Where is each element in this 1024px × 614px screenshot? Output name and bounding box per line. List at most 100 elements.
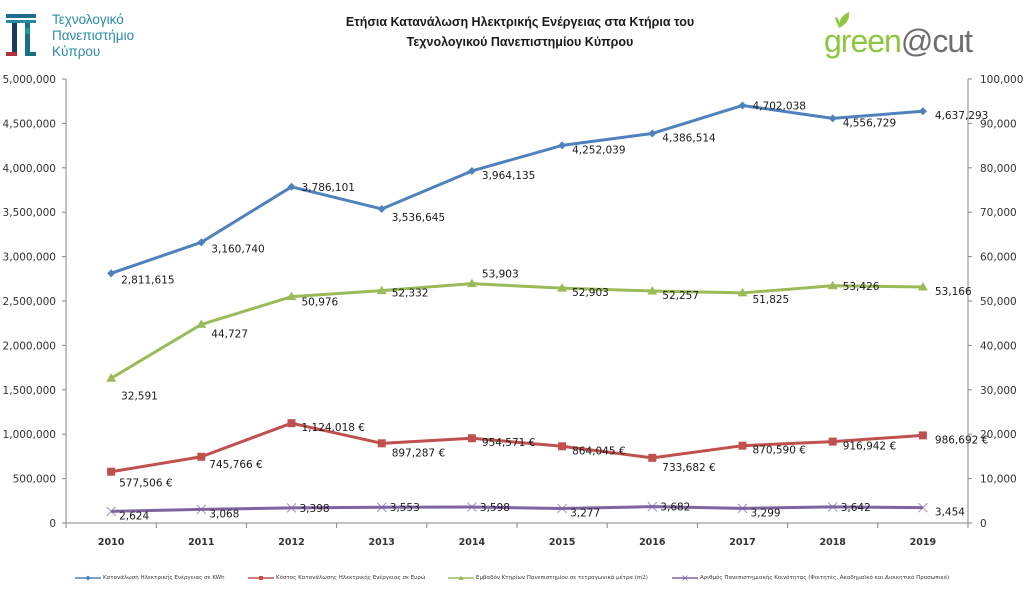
- series-line: [110, 103, 924, 275]
- right-axis-tick-label: 90,000: [980, 118, 1017, 130]
- data-point-x: [827, 501, 838, 512]
- data-label: 3,553: [390, 502, 420, 514]
- left-axis-tick-label: 2,500,000: [3, 296, 56, 308]
- green-at-cut-logo: green@cut: [824, 10, 984, 60]
- data-point-square: [107, 467, 116, 476]
- data-point-square: [377, 439, 386, 448]
- x-axis-tick-label: 2012: [278, 537, 304, 548]
- data-label: 4,386,514: [662, 132, 716, 144]
- data-point-x: [106, 506, 116, 517]
- data-point-triangle: [376, 285, 387, 295]
- data-label: 4,702,038: [753, 100, 806, 112]
- right-axis-tick-label: 0: [980, 518, 987, 530]
- data-label: 4,556,729: [843, 117, 896, 129]
- data-point-square: [828, 437, 837, 446]
- left-axis-tick-label: 4,000,000: [3, 163, 56, 175]
- data-label: 51,825: [753, 294, 790, 306]
- legend-swatch-triangle-icon: [448, 575, 474, 580]
- data-label: 733,682 €: [662, 462, 715, 474]
- data-point-square: [738, 441, 747, 450]
- data-label: 53,166: [935, 286, 972, 298]
- data-label: 3,160,740: [211, 243, 264, 255]
- data-point-x: [467, 502, 477, 512]
- data-label: 50,976: [302, 297, 339, 309]
- data-label: 44,727: [211, 328, 248, 340]
- data-point-x: [737, 503, 748, 514]
- data-point-triangle: [557, 283, 568, 292]
- data-point-triangle: [917, 281, 928, 291]
- data-point-triangle: [737, 287, 748, 297]
- data-label: 745,766 €: [209, 459, 262, 471]
- data-point-diamond: [738, 101, 747, 110]
- data-label: 3,642: [841, 502, 871, 514]
- data-label: 3,398: [300, 503, 330, 515]
- series-labels: 2,811,615 3,160,740 3,786,101 3,536,645 3,96…: [119, 100, 988, 522]
- data-point-x: [557, 503, 567, 514]
- legend-item-community: Αριθμός Πανεπιστημιακής Κοινότητας (Φοιτ…: [672, 571, 949, 585]
- legend-item-cost: Κόστος Κατανάλωσης Ηλεκτρικής Ενέργειας …: [248, 571, 425, 585]
- axes: 0 500,000 1,000,000 1,500,000 2,000,000 2,500…: [3, 74, 1024, 548]
- left-axis-tick-label: 5,000,000: [3, 74, 56, 86]
- right-axis-tick-label: 40,000: [980, 340, 1017, 352]
- left-axis-tick-label: 2,000,000: [3, 340, 56, 352]
- left-axis-tick-label: 1,000,000: [3, 429, 56, 441]
- data-point-diamond: [648, 129, 657, 138]
- data-point-diamond: [377, 204, 386, 213]
- data-point-triangle: [286, 291, 297, 301]
- chart-title-line: Ετήσια Κατανάλωση Ηλεκτρικής Ενέργειας σ…: [345, 15, 695, 29]
- data-label: 3,786,101: [302, 182, 355, 194]
- left-axis-tick-label: 1,500,000: [3, 385, 56, 397]
- university-name: Τεχνολογικό Πανεπιστήμιο Κύπρου: [52, 12, 134, 60]
- left-axis-tick-label: 500,000: [13, 474, 56, 486]
- university-name-line: Πανεπιστήμιο: [52, 28, 135, 43]
- data-label: 3,068: [209, 508, 239, 520]
- x-axis-tick-label: 2018: [819, 537, 846, 548]
- data-point-x: [286, 503, 297, 513]
- series-line: [110, 282, 923, 380]
- university-logo: Τεχνολογικό Πανεπιστήμιο Κύπρου: [6, 10, 156, 62]
- x-axis-tick-label: 2016: [639, 537, 666, 548]
- data-label: 53,903: [482, 269, 519, 281]
- data-point-diamond: [828, 114, 837, 123]
- university-monogram-icon: [6, 14, 36, 56]
- series-line: [110, 421, 924, 474]
- data-label: 577,506 €: [119, 478, 172, 490]
- data-label: 897,287 €: [392, 447, 445, 459]
- legend-swatch-diamond-icon: [75, 575, 101, 581]
- data-point-diamond: [918, 107, 927, 116]
- right-axis-tick-label: 50,000: [980, 296, 1017, 308]
- x-axis-tick-label: 2011: [188, 537, 214, 548]
- data-label: 3,277: [570, 507, 600, 519]
- data-point-x: [918, 502, 928, 513]
- series-line: [111, 505, 923, 513]
- x-axis-tick-label: 2019: [910, 537, 936, 548]
- data-point-triangle: [466, 278, 477, 288]
- left-axis-tick-label: 3,500,000: [3, 207, 56, 219]
- data-point-square: [648, 453, 657, 462]
- right-axis-tick-label: 30,000: [980, 385, 1017, 397]
- legend-label: Εμβαδόν Κτηρίων Πανεπιστημίου σε τετραγω…: [476, 575, 648, 581]
- legend-label: Κατανάλωση Ηλεκτρικής Ενέργειας σε KWh: [103, 575, 225, 581]
- data-point-diamond: [287, 182, 296, 191]
- data-point-triangle: [106, 373, 117, 382]
- data-label: 986,692 €: [935, 434, 988, 446]
- right-axis-tick-label: 70,000: [980, 207, 1017, 219]
- legend-swatch-square-icon: [248, 576, 274, 580]
- right-axis-tick-label: 80,000: [980, 163, 1017, 175]
- legend: Κατανάλωση Ηλεκτρικής Ενέργειας σε KWh Κ…: [0, 571, 1024, 585]
- data-label: 954,571 €: [482, 437, 535, 449]
- chart-title: Ετήσια Κατανάλωση Ηλεκτρικής Ενέργειας σ…: [300, 12, 740, 52]
- data-label: 3,682: [660, 502, 690, 514]
- x-axis-tick-label: 2013: [368, 537, 394, 548]
- data-point-x: [647, 501, 658, 512]
- data-label: 3,598: [480, 502, 510, 514]
- legend-swatch-x-icon: [672, 575, 698, 581]
- data-point-triangle: [827, 280, 838, 290]
- legend-label: Κόστος Κατανάλωσης Ηλεκτρικής Ενέργειας …: [276, 575, 426, 581]
- data-label: 864,045 €: [572, 445, 625, 457]
- x-axis-tick-label: 2017: [729, 537, 755, 548]
- university-name-line: Τεχνολογικό: [52, 12, 124, 27]
- data-label: 3,964,135: [482, 170, 535, 182]
- data-label: 52,903: [572, 287, 609, 299]
